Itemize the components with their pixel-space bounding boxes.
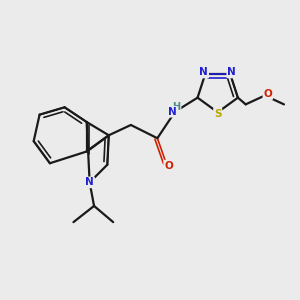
Text: O: O [164, 160, 173, 171]
Text: N: N [200, 68, 208, 77]
Text: O: O [263, 89, 272, 99]
Text: N: N [168, 107, 176, 117]
Text: N: N [227, 68, 236, 77]
Text: S: S [214, 109, 221, 119]
Text: N: N [85, 177, 94, 188]
Text: H: H [172, 102, 181, 112]
